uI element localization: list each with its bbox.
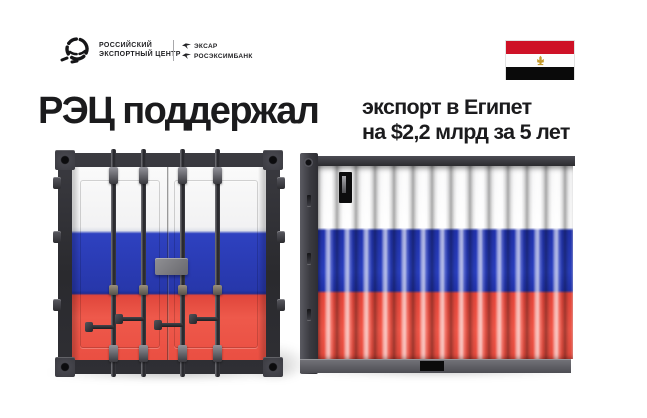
partner-bird-icon <box>182 42 191 49</box>
door-handle <box>154 320 183 330</box>
headline-subtitle: экспорт в Египет на $2,2 млрд за 5 лет <box>362 95 570 144</box>
container-end-frame <box>300 153 318 374</box>
corner-casting <box>55 357 75 377</box>
frame-bracket <box>53 299 61 311</box>
egypt-eagle-icon <box>536 55 544 66</box>
frame-slot <box>307 253 311 264</box>
frame-bracket <box>277 299 285 311</box>
partner-roseximbank-label: РОСЭКСИМБАНК <box>194 52 253 60</box>
headline-title: РЭЦ поддержал <box>38 90 320 132</box>
egypt-flag-red-stripe <box>506 41 574 55</box>
frame-bracket <box>53 231 61 243</box>
corner-casting <box>263 357 283 377</box>
rec-globe-icon <box>60 37 89 64</box>
partner-eksar: ЭКСАР <box>182 41 253 51</box>
lock-rod <box>109 149 118 377</box>
partner-eksar-label: ЭКСАР <box>194 42 218 50</box>
corrugated-side-russia-flag <box>318 166 573 359</box>
container-bottom-rail <box>300 359 571 373</box>
door-handle <box>115 314 144 324</box>
door-handle <box>85 322 114 332</box>
partner-bird-icon <box>182 52 191 59</box>
frame-slot <box>307 309 311 320</box>
egypt-flag-white-stripe <box>506 54 574 68</box>
rec-logo-line2: ЭКСПОРТНЫЙ ЦЕНТР <box>99 50 181 58</box>
corner-casting <box>55 150 75 170</box>
container-csc-label <box>339 172 352 203</box>
frame-slot <box>307 195 311 206</box>
container-top-rail <box>300 156 575 166</box>
egypt-flag <box>505 40 575 80</box>
lock-rod <box>213 149 222 377</box>
bottom-rail-plate <box>420 361 444 371</box>
subtitle-line2: на $2,2 млрд за 5 лет <box>362 119 570 144</box>
frame-bracket <box>53 177 61 189</box>
egypt-flag-black-stripe <box>506 67 574 80</box>
rec-logo-text: РОССИЙСКИЙ ЭКСПОРТНЫЙ ЦЕНТР <box>99 42 181 59</box>
frame-bracket <box>277 177 285 189</box>
partner-logos: ЭКСАР РОСЭКСИМБАНК <box>182 41 253 61</box>
frame-bracket <box>277 231 285 243</box>
logo-divider <box>173 40 174 61</box>
russia-container-front <box>53 149 285 377</box>
lock-rod <box>139 149 148 377</box>
corner-casting <box>263 150 283 170</box>
subtitle-line1: экспорт в Египет <box>362 95 532 119</box>
door-handle <box>189 314 218 324</box>
rec-logo-line1: РОССИЙСКИЙ <box>99 42 153 49</box>
partner-roseximbank: РОСЭКСИМБАНК <box>182 51 253 61</box>
container-id-plate <box>155 258 188 275</box>
